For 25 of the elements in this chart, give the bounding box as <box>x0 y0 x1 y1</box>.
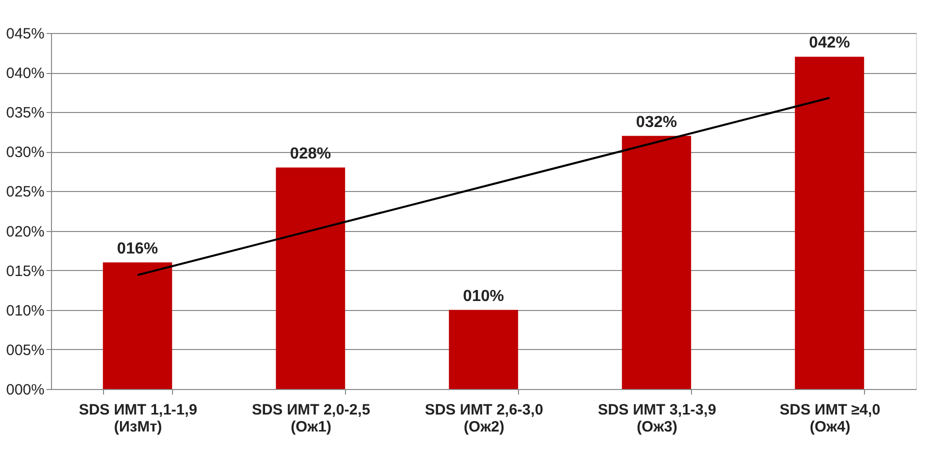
x-tick-label: SDS ИМТ ≥4,0 (Ож4) <box>780 402 880 436</box>
x-tick-label: SDS ИМТ 2,0-2,5 (Ож1) <box>252 402 370 436</box>
data-label: 028% <box>290 145 331 162</box>
bar <box>448 310 518 389</box>
data-label: 042% <box>809 34 850 52</box>
bar <box>794 56 864 389</box>
y-tick-label: 035% <box>6 104 44 122</box>
y-tick-label: 045% <box>6 26 44 42</box>
data-label: 016% <box>117 240 158 258</box>
y-tick-label: 005% <box>6 342 44 359</box>
y-tick-label: 030% <box>6 144 44 162</box>
y-tick-label: 040% <box>6 65 44 82</box>
bar <box>102 262 172 389</box>
bar <box>276 167 346 389</box>
data-label: 032% <box>636 114 677 131</box>
data-label: 010% <box>463 288 504 305</box>
y-tick-label: 000% <box>6 382 44 398</box>
bar <box>622 136 692 389</box>
y-tick-label: 015% <box>6 262 44 280</box>
x-tick-label: SDS ИМТ 3,1-3,9 (Ож3) <box>598 402 716 436</box>
x-tick-label: SDS ИМТ 2,6-3,0 (Ож2) <box>424 402 544 436</box>
y-tick-label: 010% <box>6 302 44 320</box>
y-tick-label: 025% <box>6 184 44 201</box>
y-tick-label: 020% <box>6 223 44 240</box>
x-tick-label: SDS ИМТ 1,1-1,9 (ИзМт) <box>78 402 198 436</box>
